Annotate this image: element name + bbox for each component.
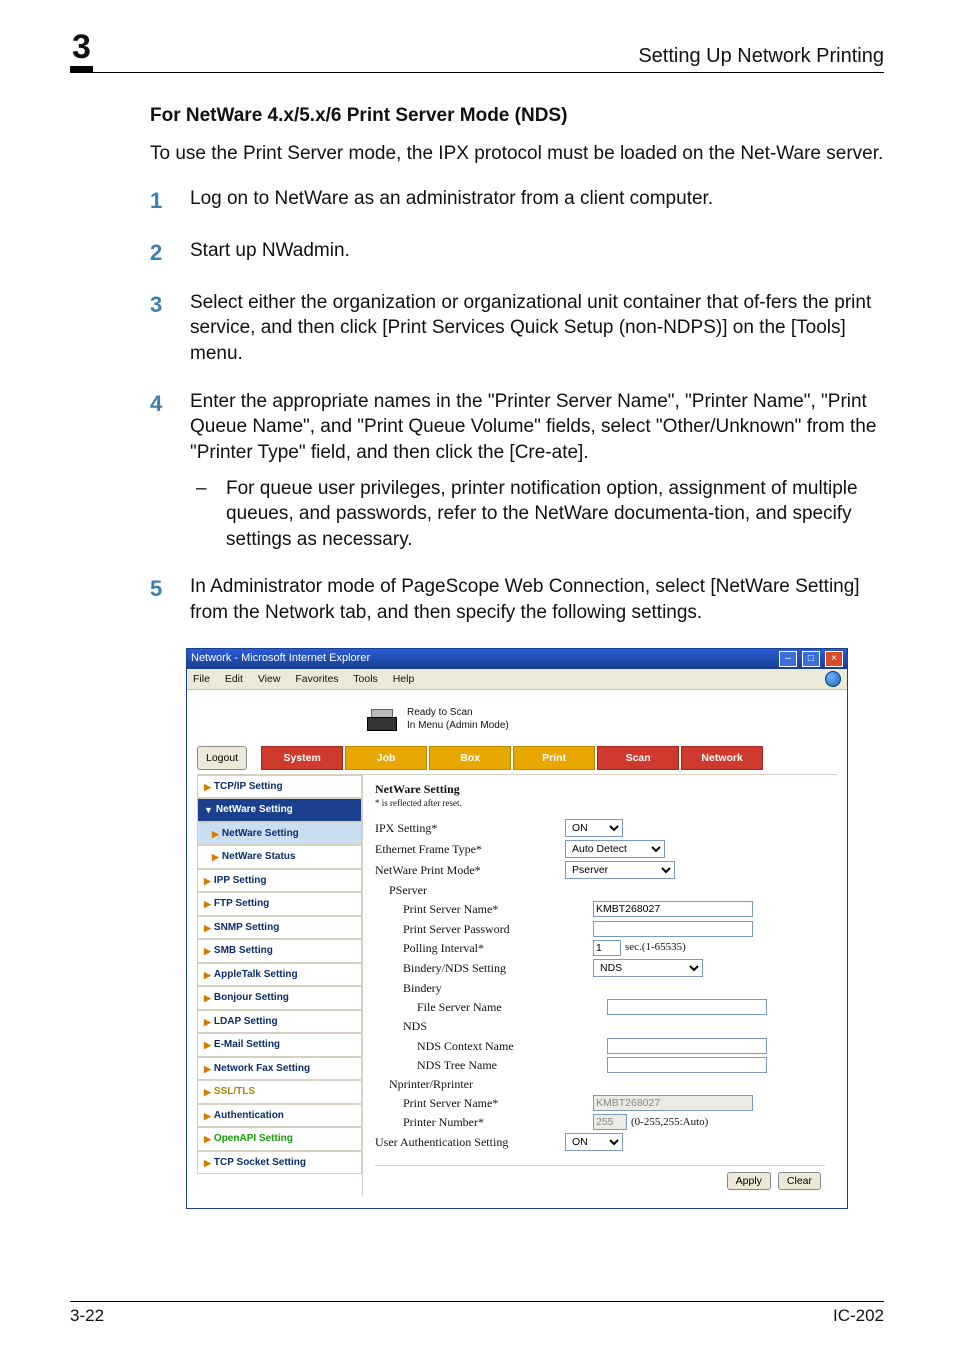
menu-file[interactable]: File (193, 673, 210, 685)
menu-favorites[interactable]: Favorites (295, 673, 338, 685)
sidebar-ssl[interactable]: ▶SSL/TLS (197, 1080, 362, 1104)
footer-right: IC-202 (833, 1306, 884, 1326)
ie-logo-icon (825, 671, 841, 687)
suffix-poll: sec.(1-65535) (625, 940, 686, 955)
step-text-1: Log on to NetWare as an administrator fr… (190, 186, 884, 216)
input-ndsctx[interactable] (607, 1038, 767, 1054)
label-nprinter: Nprinter/Rprinter (375, 1076, 579, 1092)
sidebar-snmp[interactable]: ▶SNMP Setting (197, 916, 362, 940)
suffix-pnum: (0-255,255:Auto) (631, 1115, 708, 1130)
printer-icon (367, 707, 397, 731)
label-pspass: Print Server Password (375, 921, 593, 937)
panel-title: NetWare Setting (375, 781, 825, 797)
sidebar-openapi[interactable]: ▶OpenAPI Setting (197, 1127, 362, 1151)
menu-edit[interactable]: Edit (225, 673, 243, 685)
step-text-4: Enter the appropriate names in the "Prin… (190, 391, 876, 463)
label-ipx: IPX Setting* (375, 820, 565, 836)
label-frame: Ethernet Frame Type* (375, 841, 565, 857)
step-number-2: 2 (150, 238, 190, 268)
sidebar-tcpip[interactable]: ▶TCP/IP Setting (197, 775, 362, 799)
label-psname: Print Server Name* (375, 901, 593, 917)
menu-help[interactable]: Help (393, 673, 415, 685)
tab-box[interactable]: Box (429, 746, 511, 770)
select-frame[interactable]: Auto Detect (565, 840, 665, 858)
intro-paragraph: To use the Print Server mode, the IPX pr… (150, 141, 884, 167)
sidebar-email[interactable]: ▶E-Mail Setting (197, 1033, 362, 1057)
label-bind: Bindery/NDS Setting (375, 960, 593, 976)
input-psname[interactable] (593, 901, 753, 917)
sidebar-netware-setting[interactable]: ▶NetWare Setting (197, 822, 362, 846)
close-button[interactable]: × (825, 651, 843, 667)
select-ipx[interactable]: ON (565, 819, 623, 837)
sidebar-appletalk[interactable]: ▶AppleTalk Setting (197, 963, 362, 987)
input-poll[interactable] (593, 940, 621, 956)
clear-button[interactable]: Clear (778, 1172, 821, 1190)
maximize-button[interactable]: □ (802, 651, 820, 667)
label-poll: Polling Interval* (375, 940, 593, 956)
step-number-4: 4 (150, 389, 190, 553)
input-pnum (593, 1114, 627, 1130)
label-pserver: PServer (375, 882, 579, 898)
sidebar-ipp[interactable]: ▶IPP Setting (197, 869, 362, 893)
step-number-3: 3 (150, 290, 190, 367)
menu-view[interactable]: View (258, 673, 281, 685)
status-line-1: Ready to Scan (407, 706, 509, 719)
input-pspass[interactable] (593, 921, 753, 937)
page-header-title: Setting Up Network Printing (638, 45, 884, 68)
sub-bullet-dash: – (190, 476, 226, 553)
step-text-5: In Administrator mode of PageScope Web C… (190, 574, 884, 625)
label-pnum: Printer Number* (375, 1114, 593, 1130)
status-line-2: In Menu (Admin Mode) (407, 719, 509, 732)
window-title: Network - Microsoft Internet Explorer (191, 651, 370, 666)
label-mode: NetWare Print Mode* (375, 862, 565, 878)
select-mode[interactable]: Pserver (565, 861, 675, 879)
tab-print[interactable]: Print (513, 746, 595, 770)
input-ndstree[interactable] (607, 1057, 767, 1073)
sidebar-fax[interactable]: ▶Network Fax Setting (197, 1057, 362, 1081)
browser-window: Network - Microsoft Internet Explorer – … (186, 648, 848, 1210)
step-number-1: 1 (150, 186, 190, 216)
apply-button[interactable]: Apply (727, 1172, 771, 1190)
input-npsname (593, 1095, 753, 1111)
label-bindery: Bindery (375, 980, 593, 996)
menu-tools[interactable]: Tools (353, 673, 378, 685)
step-text-3: Select either the organization or organi… (190, 290, 884, 367)
sidebar-ldap[interactable]: ▶LDAP Setting (197, 1010, 362, 1034)
sidebar-netware-status[interactable]: ▶NetWare Status (197, 845, 362, 869)
sidebar-ftp[interactable]: ▶FTP Setting (197, 892, 362, 916)
label-uauth: User Authentication Setting (375, 1134, 565, 1150)
select-uauth[interactable]: ON (565, 1133, 623, 1151)
minimize-button[interactable]: – (779, 651, 797, 667)
tab-system[interactable]: System (261, 746, 343, 770)
label-npsname: Print Server Name* (375, 1095, 593, 1111)
label-fsname: File Server Name (375, 999, 607, 1015)
label-ndsctx: NDS Context Name (375, 1038, 607, 1054)
tab-scan[interactable]: Scan (597, 746, 679, 770)
step-number-5: 5 (150, 574, 190, 625)
tab-network[interactable]: Network (681, 746, 763, 770)
step-4-subtext: For queue user privileges, printer notif… (226, 476, 884, 553)
tab-job[interactable]: Job (345, 746, 427, 770)
select-bind[interactable]: NDS (593, 959, 703, 977)
sidebar-bonjour[interactable]: ▶Bonjour Setting (197, 986, 362, 1010)
label-ndstree: NDS Tree Name (375, 1057, 607, 1073)
sidebar-netware-group[interactable]: ▼NetWare Setting (197, 798, 362, 822)
input-fsname[interactable] (607, 999, 767, 1015)
section-heading: For NetWare 4.x/5.x/6 Print Server Mode … (150, 103, 884, 129)
sidebar-smb[interactable]: ▶SMB Setting (197, 939, 362, 963)
footer-left: 3-22 (70, 1306, 104, 1326)
sidebar-tcpsocket[interactable]: ▶TCP Socket Setting (197, 1151, 362, 1175)
sidebar-auth[interactable]: ▶Authentication (197, 1104, 362, 1128)
logout-button[interactable]: Logout (197, 746, 247, 770)
step-text-2: Start up NWadmin. (190, 238, 884, 268)
panel-note: * is reflected after reset. (375, 797, 825, 809)
label-nds: NDS (375, 1018, 593, 1034)
chapter-number: 3 (70, 30, 93, 72)
